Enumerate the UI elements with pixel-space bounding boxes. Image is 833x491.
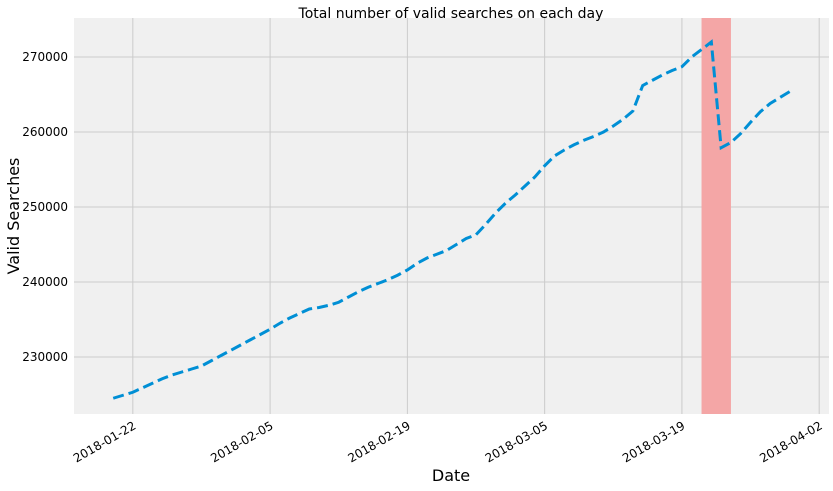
y-tick-label: 250000 [22,200,68,214]
y-tick-label: 230000 [22,350,68,364]
x-tick-label: 2018-02-05 [208,418,275,465]
y-tick-label: 270000 [22,50,68,64]
x-tick-label: 2018-01-22 [71,418,138,465]
y-tick-label: 240000 [22,275,68,289]
x-tick-label: 2018-04-02 [757,418,824,465]
chart-title: Total number of valid searches on each d… [298,6,604,22]
highlight-span [701,18,731,414]
y-axis-label: Valid Searches [4,158,23,275]
x-axis-label: Date [432,466,470,485]
x-tick-label: 2018-02-19 [345,418,412,465]
x-tick-label: 2018-03-05 [483,418,550,465]
y-tick-label: 260000 [22,125,68,139]
data-line [112,39,791,400]
x-tick-label: 2018-03-19 [620,418,687,465]
